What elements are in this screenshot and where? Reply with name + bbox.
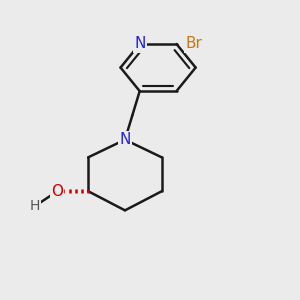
Text: N: N <box>119 132 131 147</box>
Text: N: N <box>134 37 146 52</box>
Text: H: H <box>30 199 40 213</box>
Text: Br: Br <box>185 37 202 52</box>
Text: O: O <box>51 184 63 199</box>
